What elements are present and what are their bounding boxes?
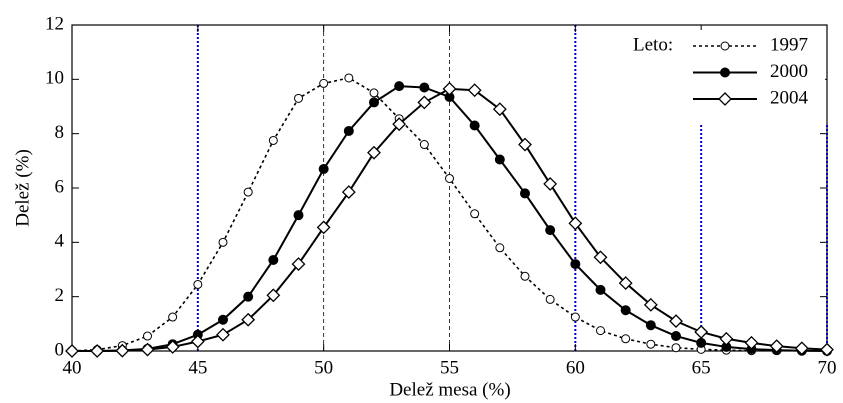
- data-point: [392, 117, 407, 132]
- data-point: [216, 327, 230, 342]
- y-tick-label: 4: [55, 231, 65, 252]
- data-point: [671, 343, 681, 353]
- data-point: [417, 95, 432, 110]
- data-point: [369, 97, 379, 108]
- data-point: [341, 185, 356, 199]
- data-point: [218, 237, 228, 247]
- data-point: [495, 243, 505, 253]
- data-point: [168, 312, 178, 322]
- data-point: [143, 331, 152, 341]
- data-point: [470, 209, 480, 219]
- legend-marker: [718, 92, 732, 106]
- data-point: [744, 335, 759, 350]
- x-tick-label: 40: [63, 357, 82, 378]
- data-point: [344, 73, 354, 83]
- data-point: [467, 83, 482, 98]
- series-line: [72, 87, 828, 352]
- y-tick-label: 2: [55, 285, 65, 306]
- data-point: [318, 163, 329, 174]
- data-point: [570, 259, 581, 270]
- data-point: [218, 314, 228, 325]
- data-point: [719, 331, 734, 346]
- data-point: [593, 250, 608, 265]
- legend-label: 2000: [770, 61, 808, 82]
- data-point: [621, 334, 631, 344]
- legend-label: 1997: [770, 34, 808, 55]
- data-point: [543, 177, 558, 191]
- data-point: [469, 120, 480, 131]
- data-point: [316, 220, 331, 235]
- y-tick-label: 6: [55, 176, 65, 197]
- data-point: [596, 326, 605, 336]
- data-point: [492, 102, 507, 117]
- data-point: [419, 140, 429, 150]
- data-point: [669, 314, 683, 329]
- x-tick-label: 70: [818, 357, 837, 378]
- data-point: [140, 342, 155, 357]
- data-point: [568, 216, 583, 231]
- data-point: [241, 312, 256, 327]
- data-point: [442, 81, 457, 96]
- data-point: [369, 88, 379, 98]
- data-point: [445, 173, 454, 183]
- x-axis-label: Delež mesa (%): [389, 379, 510, 400]
- data-point: [671, 331, 681, 342]
- data-point: [90, 344, 105, 358]
- data-point: [367, 145, 381, 160]
- y-tick-label: 12: [45, 13, 64, 34]
- x-tick-label: 45: [188, 357, 207, 378]
- data-point: [343, 125, 354, 136]
- data-point: [293, 210, 304, 221]
- data-point: [618, 276, 633, 291]
- data-point: [520, 271, 530, 281]
- data-point: [595, 284, 606, 295]
- data-point: [570, 312, 580, 322]
- x-tick-label: 60: [566, 357, 585, 378]
- data-point: [190, 334, 205, 349]
- data-point: [694, 325, 709, 339]
- data-point: [769, 339, 784, 354]
- legend-marker: [720, 67, 730, 78]
- data-point: [820, 342, 834, 357]
- data-point: [645, 320, 656, 331]
- legend-label: 2004: [770, 87, 809, 108]
- data-point: [294, 93, 303, 103]
- legend-title: Leto:: [633, 34, 673, 55]
- data-point: [545, 294, 555, 304]
- y-tick-label: 0: [55, 339, 65, 360]
- data-point: [243, 291, 254, 302]
- y-axis-label: Delež (%): [12, 149, 33, 227]
- data-point: [520, 188, 530, 199]
- data-point: [243, 187, 253, 197]
- data-point: [646, 339, 656, 349]
- data-point: [419, 82, 430, 93]
- data-point: [65, 344, 79, 358]
- data-point: [165, 340, 180, 354]
- data-point: [620, 305, 631, 316]
- data-point: [518, 137, 532, 152]
- data-point: [266, 288, 281, 303]
- data-point: [494, 154, 505, 165]
- y-tick-label: 8: [55, 122, 65, 143]
- data-point: [193, 279, 203, 289]
- x-tick-label: 50: [314, 357, 333, 378]
- x-tick-label: 55: [440, 357, 459, 378]
- data-point: [394, 81, 405, 92]
- data-point: [268, 254, 279, 265]
- data-point: [319, 78, 329, 88]
- data-point: [794, 341, 809, 356]
- data-point: [115, 343, 130, 358]
- data-point: [268, 135, 278, 145]
- series-line: [71, 77, 752, 352]
- y-tick-label: 10: [45, 68, 64, 89]
- data-point: [545, 225, 556, 236]
- x-tick-label: 65: [692, 357, 711, 378]
- legend-marker: [720, 41, 730, 51]
- data-point: [643, 297, 658, 312]
- data-point: [696, 337, 707, 348]
- data-point: [291, 257, 306, 271]
